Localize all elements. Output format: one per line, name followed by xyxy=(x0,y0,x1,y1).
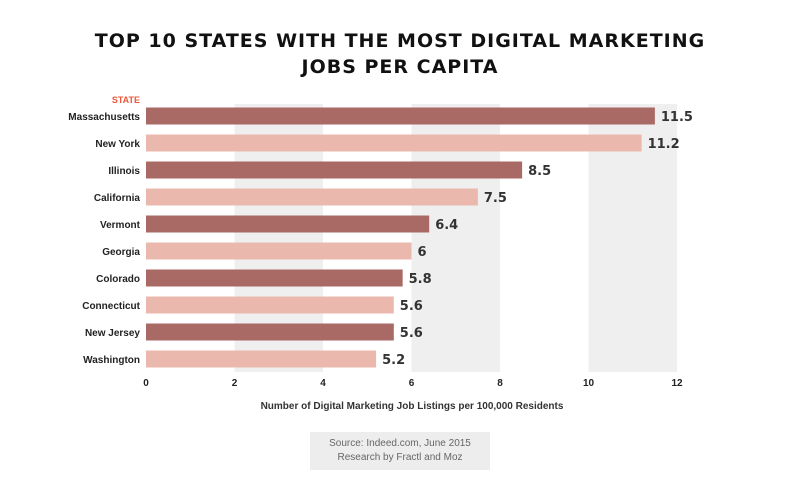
x-tick-label: 10 xyxy=(583,378,595,389)
x-tick-label: 8 xyxy=(497,378,503,389)
bar xyxy=(146,107,655,125)
x-tick-label: 12 xyxy=(671,378,683,389)
chart-title: TOP 10 STATES WITH THE MOST DIGITAL MARK… xyxy=(0,28,800,80)
value-label: 11.2 xyxy=(648,137,680,152)
category-label: New York xyxy=(95,139,140,150)
category-label: Connecticut xyxy=(82,301,140,312)
x-tick-label: 0 xyxy=(143,378,149,389)
bar xyxy=(146,323,394,341)
x-tick-label: 2 xyxy=(232,378,238,389)
value-label: 6.4 xyxy=(435,218,458,233)
bar xyxy=(146,161,523,179)
bar xyxy=(146,242,412,260)
source-line-1: Source: Indeed.com, June 2015 xyxy=(329,438,471,449)
value-label: 5.2 xyxy=(382,353,405,368)
x-axis-label: Number of Digital Marketing Job Listings… xyxy=(261,401,564,412)
chart-title-line-1: TOP 10 STATES WITH THE MOST DIGITAL MARK… xyxy=(94,30,706,52)
value-label: 11.5 xyxy=(661,110,693,125)
category-label: Vermont xyxy=(100,220,141,231)
category-label: Georgia xyxy=(102,247,140,258)
x-tick-label: 4 xyxy=(320,378,326,389)
category-label: Washington xyxy=(83,355,140,366)
category-label: New Jersey xyxy=(85,328,140,339)
source-box: Source: Indeed.com, June 2015 Research b… xyxy=(310,432,490,470)
source-line-2: Research by Fractl and Moz xyxy=(337,452,463,463)
bar xyxy=(146,269,403,287)
chart-title-line-2: JOBS PER CAPITA xyxy=(301,56,499,78)
category-header: STATE xyxy=(112,95,140,105)
value-label: 5.8 xyxy=(409,272,432,287)
value-label: 8.5 xyxy=(528,164,551,179)
bar xyxy=(146,350,377,368)
category-label: Illinois xyxy=(108,166,140,177)
bar xyxy=(146,188,478,206)
x-tick-label: 6 xyxy=(409,378,415,389)
bar xyxy=(146,296,394,314)
bar xyxy=(146,215,430,233)
value-label: 5.6 xyxy=(400,326,423,341)
bar xyxy=(146,134,642,152)
category-label: Massachusetts xyxy=(68,112,140,123)
category-label: California xyxy=(94,193,141,204)
value-label: 7.5 xyxy=(484,191,507,206)
value-label: 6 xyxy=(418,245,427,260)
category-label: Colorado xyxy=(96,274,140,285)
value-label: 5.6 xyxy=(400,299,423,314)
